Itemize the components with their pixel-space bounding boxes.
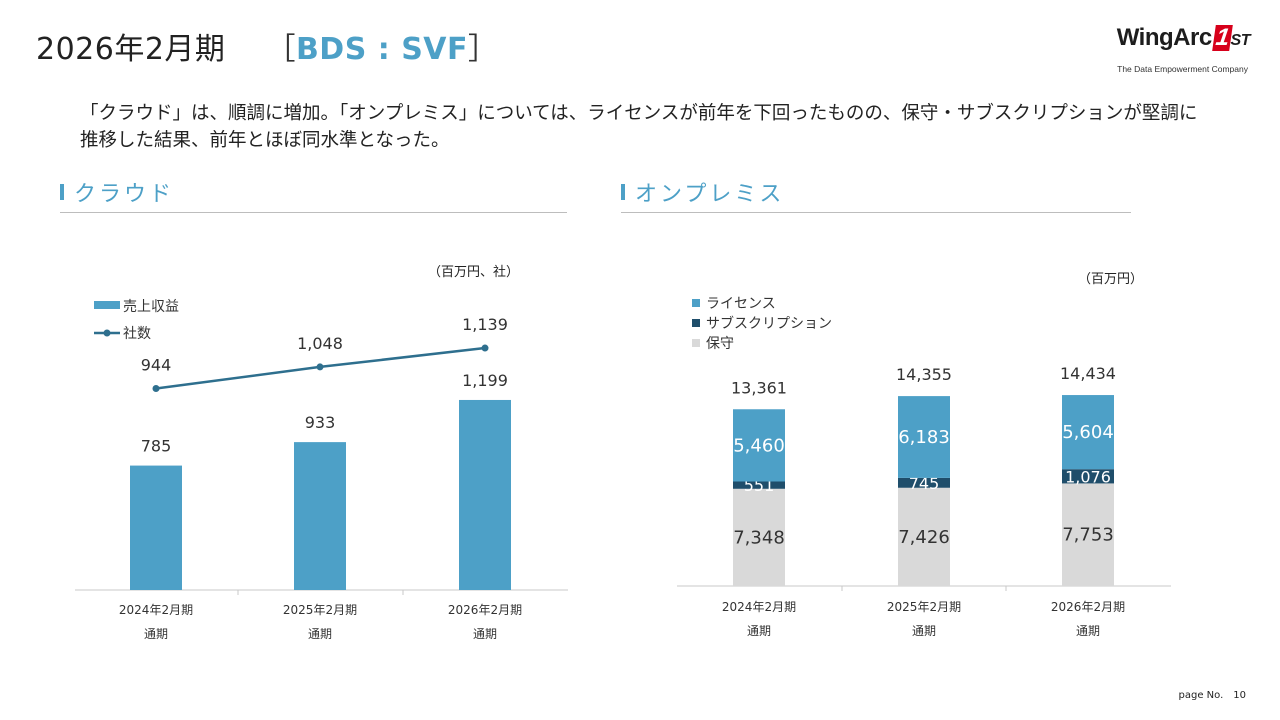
total-value-label: 14,355 [896,365,952,384]
summary-text: 「クラウド」は、順調に増加。「オンプレミス」については、ライセンスが前年を下回っ… [80,103,1198,151]
segment-value-label: 7,753 [1062,525,1114,546]
total-value-label: 14,434 [1060,364,1116,383]
x-tick-label: 通期 [473,627,497,641]
page-number: page No. 10 [1179,690,1247,701]
segment-value-label: 5,460 [733,435,785,456]
line-companies [155,346,486,390]
bar-segment-maintenance [898,487,950,586]
title-bracket-open: ［ [265,32,296,67]
logo-brand: WingArc1ST [1116,24,1251,51]
legend-swatch-maintenance [692,339,700,347]
section-marker [621,184,625,200]
title-main: 2026年2月期 [36,32,226,67]
page-title: 2026年2月期 ［BDS : SVF］ [36,24,499,68]
bar-segment-license [1062,395,1114,470]
line-point [152,385,160,392]
segment-value-label: 5,604 [1062,422,1114,443]
legend-swatch-license [692,299,700,307]
company-logo: WingArc1ST The Data Empowerment Company [1090,22,1251,76]
x-tick-label: 通期 [144,627,168,641]
line-value-label: 1,048 [297,334,343,353]
bar-revenue [130,465,182,590]
bar-segment-license [733,409,785,482]
line-point [316,363,324,371]
total-value-label: 13,361 [731,378,787,397]
logo-tagline: The Data Empowerment Company [1117,64,1248,74]
bar-revenue [294,442,346,590]
segment-value-label: 1,076 [1065,467,1111,486]
x-tick-label: 通期 [1076,624,1100,638]
x-tick-label: 通期 [912,624,936,638]
segment-value-label: 745 [909,474,940,493]
page-label: page No. [1178,690,1224,701]
legend-label-companies: 社数 [123,326,151,342]
legend-swatch-revenue [94,301,120,309]
bar-segment-maintenance [733,488,785,586]
section-title-cloud: クラウド [74,182,175,207]
segment-value-label: 551 [744,476,775,495]
legend-swatch-subscription [692,319,700,327]
bar-segment-maintenance [1062,483,1114,586]
x-tick-label: 2026年2月期 [448,603,522,617]
bar-segment-license [898,396,950,478]
page-number-value: 10 [1233,690,1246,701]
bar-value-label: 1,199 [462,371,508,390]
bar-value-label: 933 [305,413,336,432]
bar-segment-subscription [733,481,785,489]
bar-value-label: 785 [141,437,172,456]
section-header-cloud: クラウド [60,176,567,213]
bar-segment-subscription [1062,469,1114,484]
section-marker [60,184,64,200]
segment-value-label: 6,183 [898,427,950,448]
legend-label-license: ライセンス [706,296,776,312]
cloud-unit-label: （百万円、社） [428,265,520,280]
legend-swatch-companies-point [103,329,111,337]
x-tick-label: 通期 [308,627,332,641]
x-tick-label: 2025年2月期 [283,603,357,617]
segment-value-label: 7,426 [898,527,950,548]
section-header-onprem: オンプレミス [621,176,1131,213]
legend-label-maintenance: 保守 [706,336,734,352]
title-accent: BDS : SVF [295,32,469,67]
bar-revenue [459,399,511,590]
legend-label-subscription: サブスクリプション [706,315,832,332]
bar-segment-subscription [898,477,950,488]
segment-value-label: 7,348 [733,527,785,548]
line-value-label: 1,139 [462,315,508,334]
section-title-onprem: オンプレミス [635,182,785,207]
x-tick-label: 2024年2月期 [119,603,193,617]
title-bracket-close: ］ [468,32,499,67]
onprem-unit-label: （百万円） [1078,272,1144,287]
x-tick-label: 2024年2月期 [722,600,796,614]
x-tick-label: 2025年2月期 [887,600,961,614]
line-value-label: 944 [141,356,172,375]
x-tick-label: 2026年2月期 [1051,600,1125,614]
legend-label-revenue: 売上収益 [123,299,179,315]
line-point [481,344,489,352]
x-tick-label: 通期 [747,624,771,638]
